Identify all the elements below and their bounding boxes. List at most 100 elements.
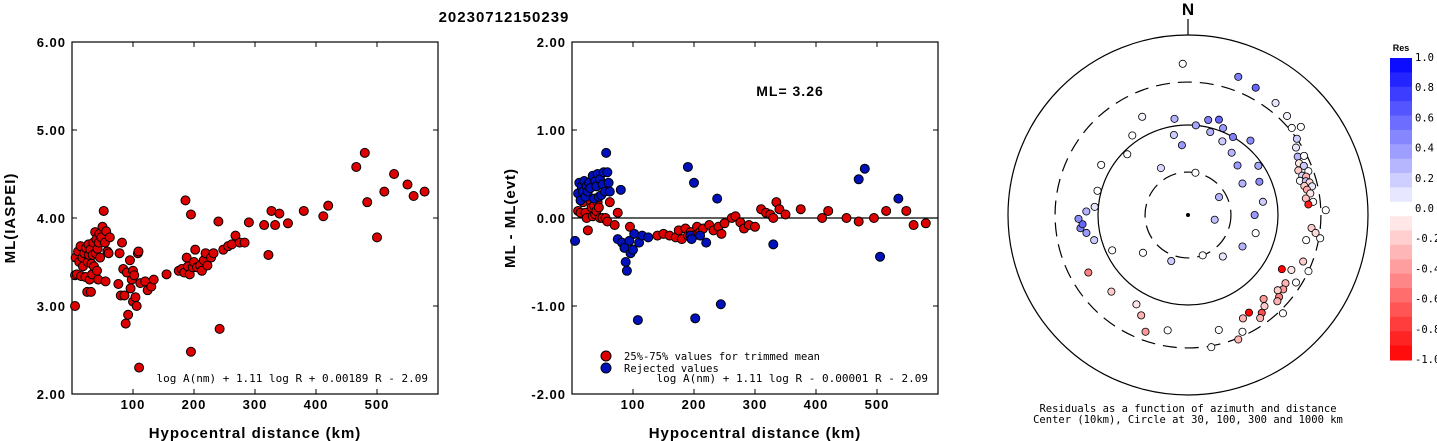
data-point: [104, 232, 115, 243]
legend-label-rejected: Rejected values: [624, 363, 719, 375]
x-tick-label: 100: [621, 397, 646, 412]
station-point: [1287, 123, 1296, 132]
data-point: [185, 346, 196, 357]
station-point: [1278, 309, 1287, 318]
distance-circle-100km: [1097, 124, 1279, 306]
y-tick-label: 2.00: [537, 35, 566, 50]
x-tick-label: 100: [121, 397, 146, 412]
trimmed-point: [795, 204, 806, 215]
colorbar-tick-label: 1.0: [1415, 52, 1434, 64]
station-point: [1299, 161, 1308, 170]
station-point: [1078, 220, 1087, 229]
data-point: [114, 248, 125, 259]
data-point: [125, 283, 136, 294]
trimmed-point: [604, 197, 615, 208]
station-point: [1138, 248, 1147, 257]
station-point: [1090, 202, 1099, 211]
station-point: [1082, 228, 1091, 237]
data-point: [239, 237, 250, 248]
data-point: [274, 208, 285, 219]
station-point: [1214, 325, 1223, 334]
station-point: [1238, 327, 1247, 336]
data-point: [130, 292, 141, 303]
trimmed-point: [612, 207, 623, 218]
y-axis-label: ML - ML(evt): [502, 168, 519, 268]
rejected-point: [893, 193, 904, 204]
data-point: [190, 244, 201, 255]
colorbar-segment: [1390, 129, 1412, 145]
rejected-point: [695, 230, 706, 241]
x-tick-label: 200: [682, 397, 707, 412]
station-point: [1251, 83, 1260, 92]
colorbar-segment: [1390, 187, 1412, 203]
station-point: [1214, 115, 1223, 124]
station-point: [1169, 130, 1178, 139]
colorbar-segment: [1390, 115, 1412, 131]
trimmed-point: [582, 225, 593, 236]
north-label: N: [1182, 0, 1194, 19]
station-point: [1255, 177, 1264, 186]
station-point: [1090, 236, 1099, 245]
colorbar-segment: [1390, 273, 1412, 289]
trimmed-point: [719, 218, 730, 229]
station-point: [1128, 131, 1137, 140]
ml-event-annotation: ML= 3.26: [756, 83, 824, 99]
colorbar-segment: [1390, 58, 1412, 73]
rejected-point: [686, 234, 697, 245]
rejected-point: [643, 232, 654, 243]
data-point: [92, 265, 103, 276]
station-point: [1156, 164, 1165, 173]
station-point: [1244, 308, 1253, 317]
rejected-point: [853, 174, 864, 185]
x-tick-label: 300: [743, 397, 768, 412]
legend: 25%-75% values for trimmed mean Rejected…: [600, 350, 820, 375]
data-point: [180, 195, 191, 206]
station-point: [1163, 326, 1172, 335]
colorbar-segment: [1390, 230, 1412, 246]
x-tick-label: 300: [243, 397, 268, 412]
trimmed-point: [780, 209, 791, 220]
data-point: [70, 301, 81, 311]
x-tick-label: 400: [804, 397, 829, 412]
colorbar-segment: [1390, 244, 1412, 260]
station-point: [1238, 242, 1247, 251]
station-point: [1283, 111, 1292, 120]
y-tick-label: 2.00: [37, 387, 66, 402]
station-point: [1234, 335, 1243, 344]
station-point: [1084, 268, 1093, 277]
station-point: [1311, 228, 1320, 237]
data-point: [117, 237, 128, 248]
data-point: [120, 318, 131, 329]
data-point: [419, 186, 430, 197]
rejected-point: [624, 235, 635, 246]
colorbar-tick-label: 0.2: [1415, 173, 1434, 185]
data-point: [214, 323, 225, 334]
trimmed-point: [841, 213, 852, 223]
colorbar: Res 1.0 0.8 0.6 0.4 0.2 0.0 -0.2 -0.4 -0.6 -0.8 -1…: [1390, 43, 1437, 366]
data-point: [100, 276, 111, 287]
colorbar-tick-label: 0.0: [1415, 203, 1434, 215]
colorbar-segment: [1390, 86, 1412, 102]
trimmed-point: [920, 218, 931, 229]
colorbar-segment: [1390, 316, 1412, 332]
rejected-point: [603, 177, 614, 188]
colorbar-segment: [1390, 72, 1412, 88]
colorbar-tick-label: 0.8: [1415, 82, 1434, 94]
y-tick-label: -2.00: [531, 387, 566, 402]
station-point: [1207, 343, 1216, 352]
y-tick-label: -1.00: [531, 299, 566, 314]
station-point: [1258, 197, 1267, 206]
station-point: [1304, 200, 1313, 209]
station-point: [1141, 327, 1150, 336]
colorbar-tick-label: 0.4: [1415, 143, 1434, 155]
station-point: [1227, 148, 1236, 157]
colorbar-segment: [1390, 173, 1412, 188]
station-point: [1218, 252, 1227, 261]
station-point: [1198, 251, 1207, 260]
data-point: [402, 179, 413, 190]
formula-text: log A(nm) + 1.11 log R - 0.00001 R - 2.0…: [656, 372, 928, 385]
data-point: [318, 211, 329, 222]
station-point: [1215, 193, 1224, 202]
rejected-point: [620, 257, 631, 267]
station-point: [1273, 297, 1282, 306]
